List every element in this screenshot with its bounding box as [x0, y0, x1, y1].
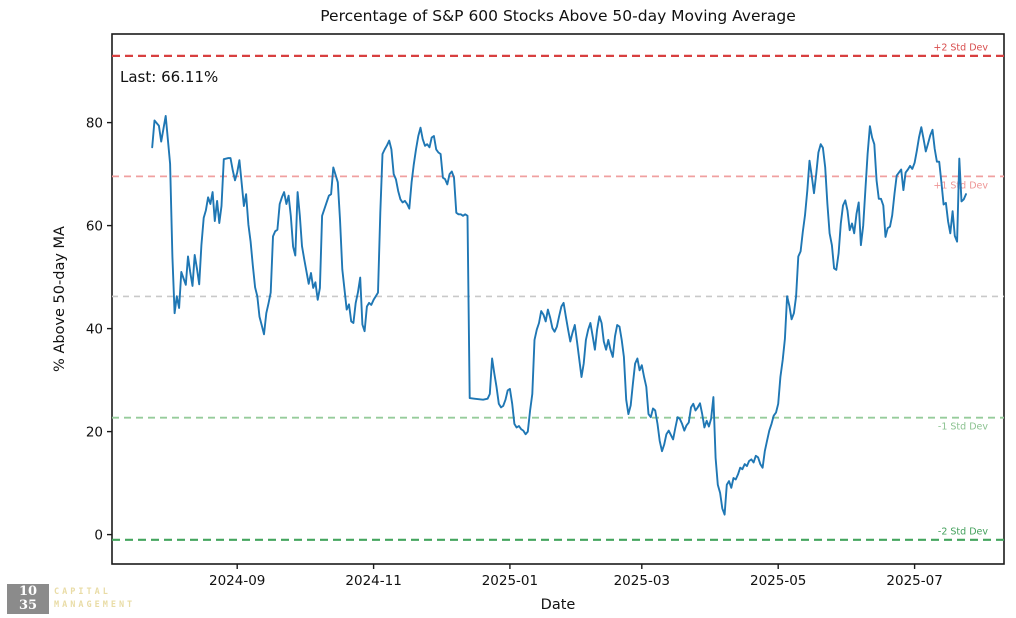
x-tick-label: 2025-03 — [614, 573, 670, 589]
logo-wordmark: CAPITAL MANAGEMENT — [54, 584, 135, 614]
std-dev-label: -1 Std Dev — [938, 422, 988, 433]
y-tick-label: 0 — [94, 527, 103, 543]
std-dev-label: -2 Std Dev — [938, 526, 988, 537]
x-tick-label: 2025-07 — [886, 573, 942, 589]
y-tick-label: 20 — [86, 424, 103, 440]
y-tick-label: 80 — [86, 115, 103, 131]
logo-number-bottom: 35 — [18, 598, 38, 613]
plot-border — [111, 33, 1005, 565]
x-tick-label: 2025-05 — [750, 573, 806, 589]
y-axis-label: % Above 50-day MA — [52, 226, 68, 372]
ten35-capital-logo: 10 35 CAPITAL MANAGEMENT — [7, 584, 135, 614]
logo-word-management: MANAGEMENT — [54, 600, 136, 610]
series-line — [151, 114, 967, 516]
x-tick-label: 2024-09 — [209, 573, 265, 589]
chart-title: Percentage of S&P 600 Stocks Above 50-da… — [320, 7, 796, 25]
x-tick-label: 2024-11 — [345, 573, 401, 589]
logo-number-box: 10 35 — [7, 584, 49, 614]
y-tick-label: 60 — [86, 218, 103, 234]
y-tick-label: 40 — [86, 321, 103, 337]
x-axis: 2024-09 2024-11 2025-01 2025-03 2025-05 2025-… — [209, 564, 943, 589]
x-axis-label: Date — [541, 597, 576, 613]
x-tick-label: 2025-01 — [482, 573, 538, 589]
std-dev-label: +2 Std Dev — [933, 42, 988, 53]
logo-number-top: 10 — [18, 584, 38, 599]
std-dev-bands: +2 Std Dev+1 Std Dev-1 Std Dev-2 Std Dev — [112, 42, 1004, 541]
logo-word-capital: CAPITAL — [54, 587, 111, 597]
last-value-annotation: Last: 66.11% — [120, 68, 218, 86]
y-axis: 0 20 40 60 80 — [86, 115, 112, 543]
